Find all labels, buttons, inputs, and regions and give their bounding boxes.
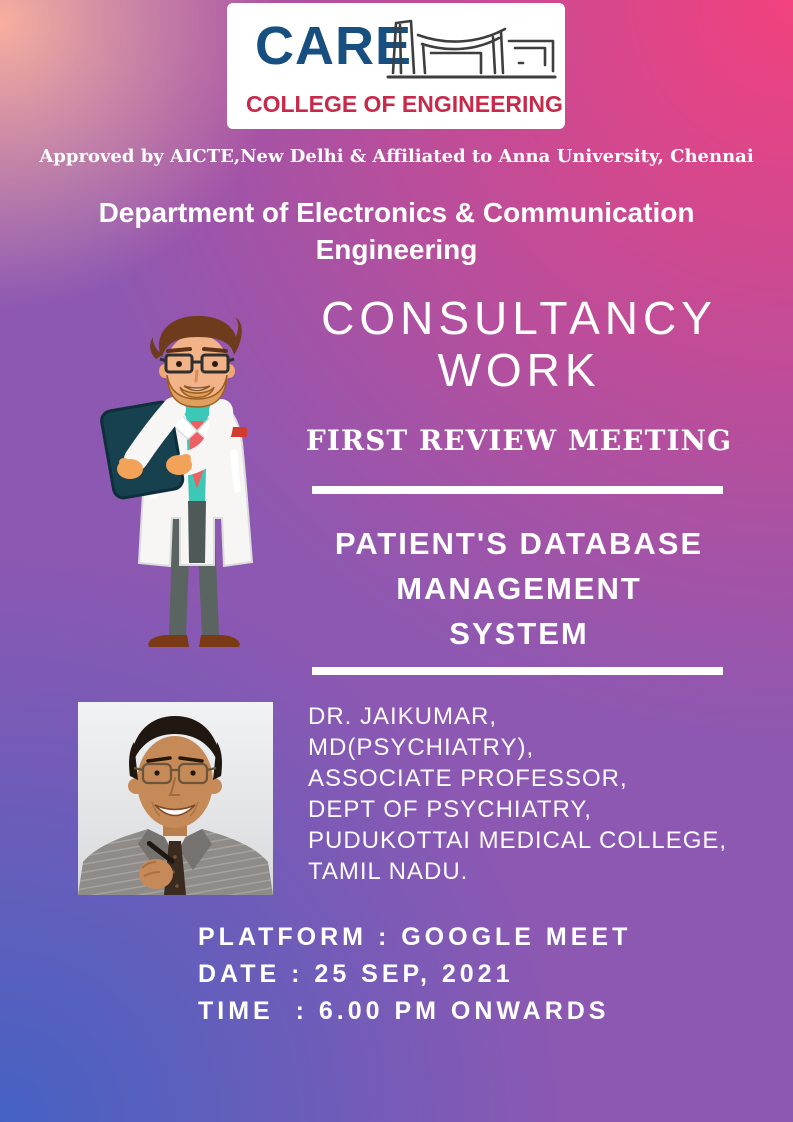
date-line: DATE : 25 SEP, 2021: [198, 960, 514, 988]
department-title: Department of Electronics & Communicatio…: [0, 194, 793, 268]
event-title-line1: CONSULTANCY: [321, 292, 717, 344]
doctor-illustration: [100, 315, 254, 647]
speaker-info-line: DR. JAIKUMAR,: [308, 703, 498, 730]
meeting-details: PLATFORM : GOOGLE MEET DATE : 25 SEP, 20…: [198, 919, 631, 1030]
event-subtitle: FIRST REVIEW MEETING: [305, 424, 733, 457]
platform-line: PLATFORM : GOOGLE MEET: [198, 923, 632, 951]
speaker-info-line: PUDUKOTTAI MEDICAL COLLEGE,: [308, 827, 728, 854]
affiliation-text: Approved by AICTE,New Delhi & Affiliated…: [39, 146, 754, 167]
speaker-photo: [78, 702, 273, 895]
college-logo-subtitle: COLLEGE OF ENGINEERING: [246, 91, 563, 117]
project-title-line3: SYSTEM: [449, 616, 589, 651]
speaker-info-line: MD(PSYCHIATRY),: [308, 734, 535, 761]
divider-top: [312, 486, 723, 494]
event-title: CONSULTANCY WORK: [305, 292, 733, 396]
college-logo-name: CARE: [255, 16, 413, 76]
time-line: TIME : 6.00 PM ONWARDS: [198, 997, 610, 1025]
project-title: PATIENT'S DATABASE MANAGEMENT SYSTEM: [305, 521, 733, 656]
speaker-portrait-image: [78, 702, 273, 895]
speaker-info-line: TAMIL NADU.: [308, 858, 469, 885]
college-building-sketch-icon: [386, 19, 557, 79]
department-title-line2: Engineering: [315, 234, 478, 265]
project-title-line2: MANAGEMENT: [396, 571, 642, 606]
divider-bottom: [312, 667, 723, 675]
speaker-info-line: DEPT OF PSYCHIATRY,: [308, 796, 592, 823]
project-title-line1: PATIENT'S DATABASE: [334, 526, 704, 561]
event-title-line2: WORK: [437, 344, 601, 396]
department-title-line1: Department of Electronics & Communicatio…: [98, 197, 695, 228]
speaker-info: DR. JAIKUMAR, MD(PSYCHIATRY), ASSOCIATE …: [308, 701, 727, 887]
college-logo: CARE COLLEGE OF ENGINEERING: [227, 3, 565, 129]
speaker-info-line: ASSOCIATE PROFESSOR,: [308, 765, 628, 792]
